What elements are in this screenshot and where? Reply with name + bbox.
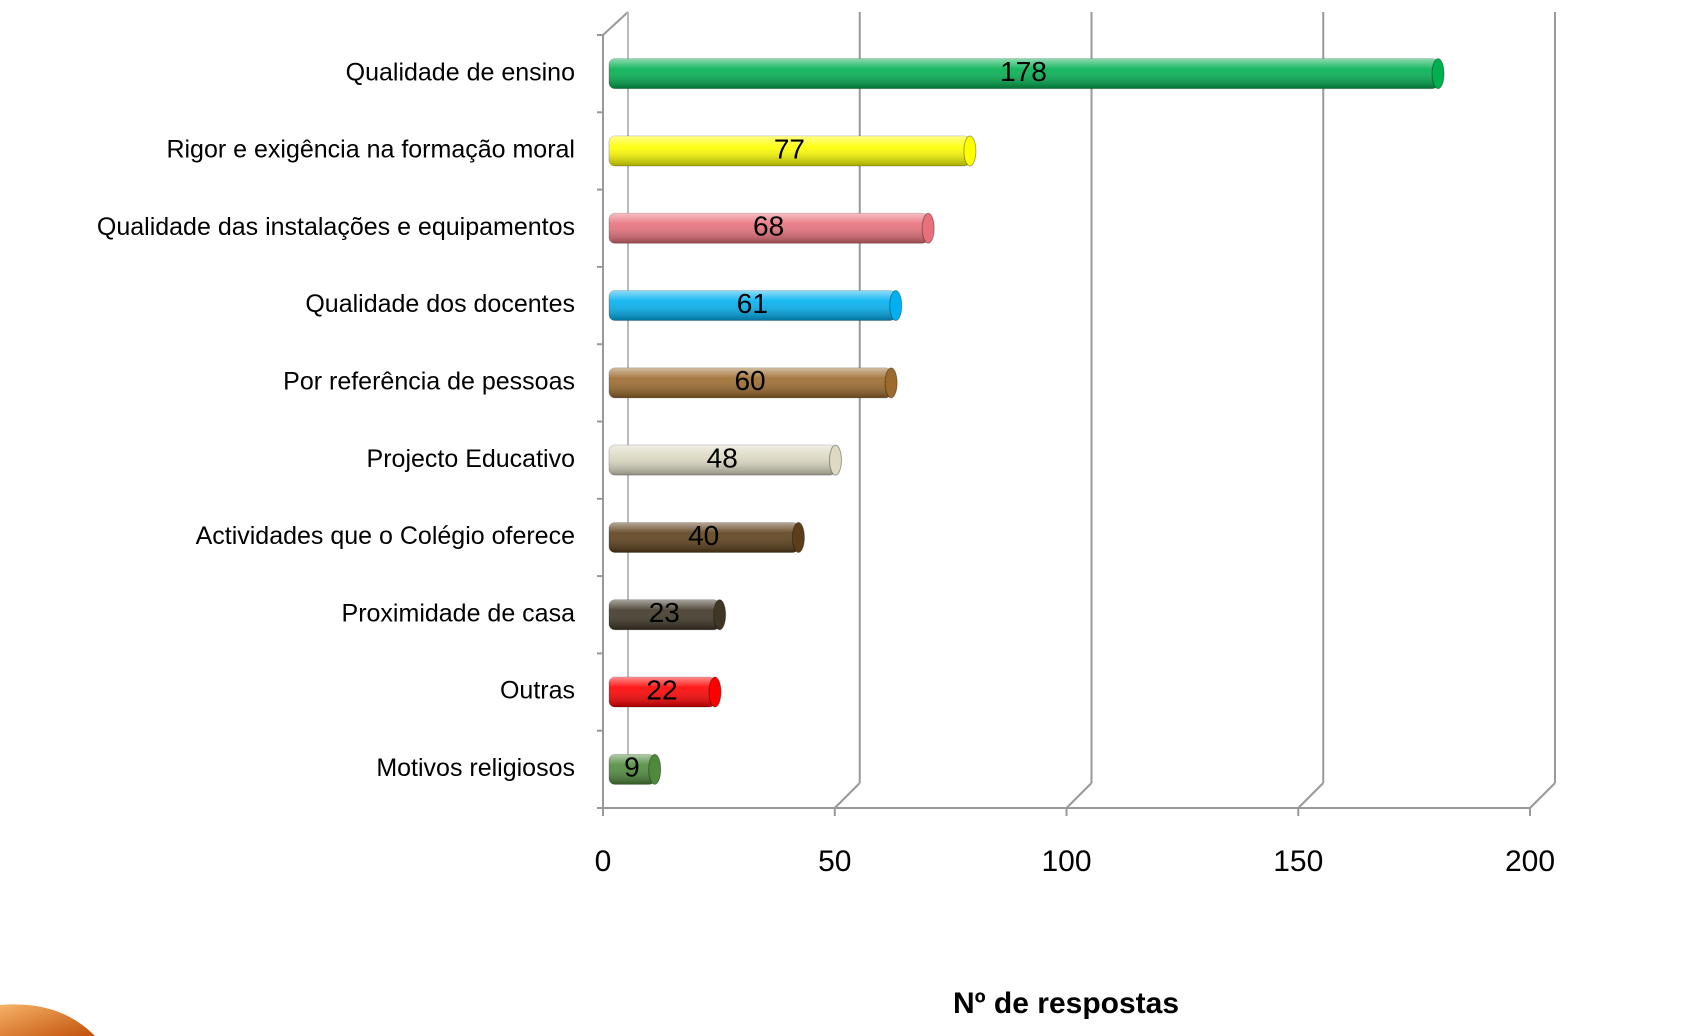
- bar-cap: [922, 213, 934, 243]
- x-tick-label: 50: [818, 845, 851, 878]
- y-tick-label: Projecto Educativo: [367, 445, 575, 473]
- value-label: 61: [737, 288, 768, 319]
- y-tick-label: Rigor e exigência na formação moral: [166, 136, 575, 164]
- grid-line: [835, 783, 860, 808]
- bar-cap: [829, 445, 841, 475]
- bar-cap: [709, 677, 721, 707]
- y-tick-label: Proximidade de casa: [342, 599, 576, 627]
- value-label: 178: [1000, 56, 1047, 87]
- y-tick-label: Qualidade das instalações e equipamentos: [97, 213, 575, 241]
- value-label: 68: [753, 211, 784, 242]
- bar-cap: [1432, 59, 1444, 89]
- x-tick-label: 100: [1041, 845, 1091, 878]
- grid-line: [1298, 783, 1323, 808]
- x-tick-label: 0: [595, 845, 612, 878]
- value-label: 77: [774, 133, 805, 164]
- value-label: 9: [624, 752, 640, 783]
- chart: Nº de respostas 0 50 100 150 200 Qualidade de…: [0, 0, 1706, 1036]
- value-label: 40: [688, 520, 719, 551]
- bar-cap: [714, 600, 726, 630]
- y-tick-label: Por referência de pessoas: [283, 367, 575, 395]
- bar-cap: [964, 136, 976, 166]
- x-tick-label: 200: [1505, 845, 1555, 878]
- decoration-arrow: [0, 1004, 95, 1036]
- x-tick-label: 150: [1273, 845, 1323, 878]
- y-tick-label: Qualidade de ensino: [346, 58, 575, 86]
- y-tick-label: Qualidade dos docentes: [305, 290, 575, 318]
- x-axis-title: Nº de respostas: [953, 987, 1179, 1020]
- value-label: 48: [707, 443, 738, 474]
- y-tick-label: Motivos religiosos: [376, 754, 575, 782]
- bar-cap: [885, 368, 897, 398]
- y-tick-label: Outras: [500, 677, 575, 705]
- grid-line: [1067, 783, 1092, 808]
- value-label: 23: [649, 597, 680, 628]
- bar-cap: [792, 522, 804, 552]
- y-axis-line: [603, 12, 628, 35]
- value-label: 60: [734, 365, 765, 396]
- bar-cap: [649, 754, 661, 784]
- y-tick-label: Actividades que o Colégio oferece: [196, 522, 575, 550]
- grid-line: [1530, 783, 1555, 808]
- bar-cap: [890, 291, 902, 321]
- value-label: 22: [646, 674, 677, 705]
